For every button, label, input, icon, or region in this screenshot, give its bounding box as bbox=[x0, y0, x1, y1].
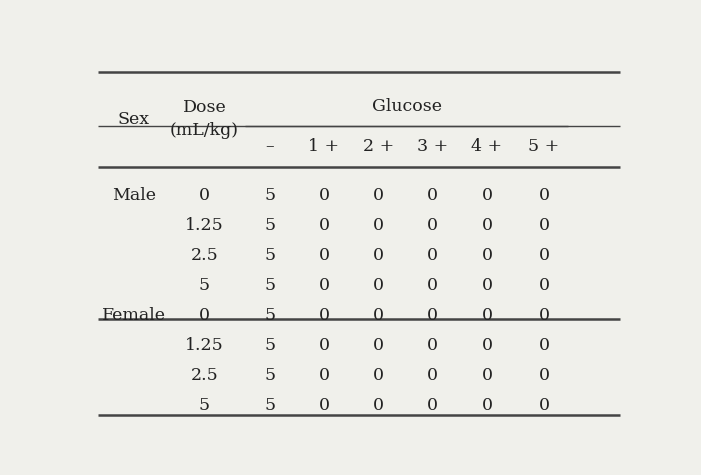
Text: 0: 0 bbox=[538, 307, 550, 324]
Text: 5: 5 bbox=[264, 277, 275, 294]
Text: 0: 0 bbox=[427, 188, 438, 204]
Text: 0: 0 bbox=[318, 277, 329, 294]
Text: 5: 5 bbox=[264, 368, 275, 384]
Text: 1.25: 1.25 bbox=[185, 218, 224, 235]
Text: 5 +: 5 + bbox=[529, 138, 559, 155]
Text: 0: 0 bbox=[373, 368, 383, 384]
Text: 0: 0 bbox=[427, 368, 438, 384]
Text: 0: 0 bbox=[482, 398, 492, 414]
Text: 0: 0 bbox=[427, 247, 438, 265]
Text: 0: 0 bbox=[373, 188, 383, 204]
Text: 0: 0 bbox=[318, 368, 329, 384]
Text: 0: 0 bbox=[373, 277, 383, 294]
Text: 0: 0 bbox=[427, 398, 438, 414]
Text: 0: 0 bbox=[538, 368, 550, 384]
Text: 2 +: 2 + bbox=[362, 138, 394, 155]
Text: 0: 0 bbox=[373, 247, 383, 265]
Text: 3 +: 3 + bbox=[417, 138, 448, 155]
Text: 5: 5 bbox=[264, 188, 275, 204]
Text: 1 +: 1 + bbox=[308, 138, 339, 155]
Text: 0: 0 bbox=[482, 337, 492, 354]
Text: 0: 0 bbox=[538, 218, 550, 235]
Text: 0: 0 bbox=[199, 188, 210, 204]
Text: 0: 0 bbox=[482, 307, 492, 324]
Text: 5: 5 bbox=[199, 277, 210, 294]
Text: 1.25: 1.25 bbox=[185, 337, 224, 354]
Text: Dose
(mL/kg): Dose (mL/kg) bbox=[170, 99, 239, 140]
Text: Sex: Sex bbox=[118, 111, 150, 128]
Text: 4 +: 4 + bbox=[471, 138, 503, 155]
Text: 0: 0 bbox=[318, 188, 329, 204]
Text: 5: 5 bbox=[199, 398, 210, 414]
Text: 0: 0 bbox=[318, 337, 329, 354]
Text: 0: 0 bbox=[538, 337, 550, 354]
Text: 0: 0 bbox=[318, 307, 329, 324]
Text: 0: 0 bbox=[482, 277, 492, 294]
Text: Male: Male bbox=[111, 188, 156, 204]
Text: 0: 0 bbox=[538, 247, 550, 265]
Text: 5: 5 bbox=[264, 307, 275, 324]
Text: 0: 0 bbox=[538, 398, 550, 414]
Text: 0: 0 bbox=[427, 218, 438, 235]
Text: 2.5: 2.5 bbox=[191, 247, 218, 265]
Text: Female: Female bbox=[102, 307, 166, 324]
Text: 0: 0 bbox=[482, 188, 492, 204]
Text: 0: 0 bbox=[199, 307, 210, 324]
Text: 5: 5 bbox=[264, 398, 275, 414]
Text: 0: 0 bbox=[373, 337, 383, 354]
Text: 0: 0 bbox=[318, 247, 329, 265]
Text: 0: 0 bbox=[427, 337, 438, 354]
Text: 0: 0 bbox=[482, 247, 492, 265]
Text: 0: 0 bbox=[318, 398, 329, 414]
Text: 0: 0 bbox=[482, 218, 492, 235]
Text: 5: 5 bbox=[264, 218, 275, 235]
Text: 0: 0 bbox=[373, 218, 383, 235]
Text: 0: 0 bbox=[318, 218, 329, 235]
Text: 0: 0 bbox=[373, 398, 383, 414]
Text: 5: 5 bbox=[264, 337, 275, 354]
Text: –: – bbox=[265, 138, 274, 155]
Text: 0: 0 bbox=[427, 277, 438, 294]
Text: 0: 0 bbox=[427, 307, 438, 324]
Text: 0: 0 bbox=[538, 277, 550, 294]
Text: 0: 0 bbox=[373, 307, 383, 324]
Text: 0: 0 bbox=[482, 368, 492, 384]
Text: 2.5: 2.5 bbox=[191, 368, 218, 384]
Text: 5: 5 bbox=[264, 247, 275, 265]
Text: Glucose: Glucose bbox=[372, 98, 442, 115]
Text: 0: 0 bbox=[538, 188, 550, 204]
